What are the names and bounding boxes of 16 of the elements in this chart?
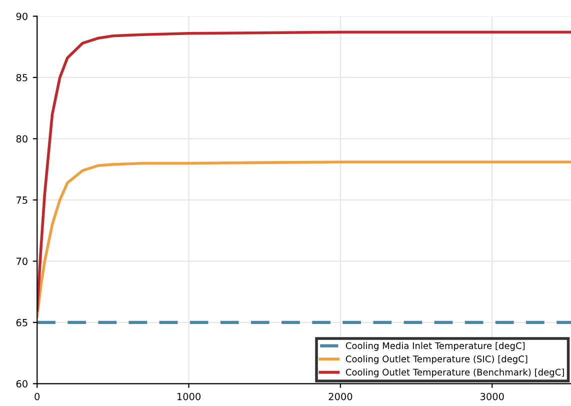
legend-label: Cooling Outlet Temperature (Benchmark) [degC] [346,368,564,378]
y-tick-label: 70 [16,258,28,266]
y-tick-label: 75 [16,196,28,204]
x-tick-label: 2000 [328,392,352,400]
legend-label: Cooling Media Inlet Temperature [degC] [346,342,525,351]
line-series [37,30,571,312]
line-series [37,160,571,318]
y-tick-label: 80 [16,135,28,143]
y-tick-label: 65 [16,318,28,326]
y-tick-label: 90 [16,12,28,20]
x-tick-label: 3000 [480,392,504,400]
x-tick-label: 1000 [177,392,201,400]
y-tick-label: 60 [16,380,28,388]
legend-label: Cooling Outlet Temperature (SIC) [degC] [346,355,528,364]
y-tick-label: 85 [16,74,28,82]
x-tick-label: 0 [34,392,40,400]
